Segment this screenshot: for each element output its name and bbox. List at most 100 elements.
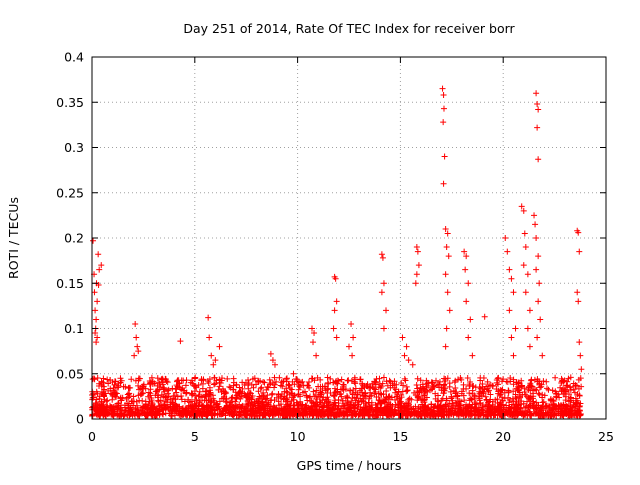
band-point — [445, 412, 452, 419]
band-point — [545, 386, 552, 393]
band-point — [448, 395, 455, 402]
band-point — [484, 411, 491, 418]
data-point — [210, 361, 217, 368]
data-point — [311, 330, 318, 337]
band-point — [140, 384, 147, 391]
band-point — [573, 382, 580, 389]
band-point — [542, 402, 549, 409]
band-point — [467, 378, 474, 385]
band-point — [372, 406, 379, 413]
band-point — [282, 412, 289, 419]
band-point — [314, 396, 321, 403]
band-point — [237, 404, 244, 411]
data-point — [401, 352, 408, 359]
band-point — [154, 375, 161, 382]
data-point — [574, 289, 581, 296]
band-point — [241, 411, 248, 418]
band-point — [249, 376, 256, 383]
band-point — [164, 396, 171, 403]
band-point — [239, 379, 246, 386]
band-point — [482, 393, 489, 400]
band-point — [392, 396, 399, 403]
band-point — [130, 402, 137, 409]
band-point — [541, 392, 548, 399]
band-point — [570, 411, 577, 418]
band-point — [161, 388, 168, 395]
data-point — [216, 343, 223, 350]
band-point — [211, 381, 218, 388]
data-point — [440, 180, 447, 187]
data-point — [445, 253, 452, 260]
band-point — [375, 384, 382, 391]
band-point — [396, 404, 403, 411]
band-point — [346, 405, 353, 412]
data-point — [522, 244, 529, 251]
band-point — [379, 407, 386, 414]
band-point — [263, 386, 270, 393]
band-point — [241, 409, 248, 416]
band-point — [300, 389, 307, 396]
band-point — [331, 392, 338, 399]
band-point — [543, 378, 550, 385]
band-point — [256, 393, 263, 400]
y-tick-label: 0.4 — [64, 50, 84, 65]
band-point — [123, 395, 130, 402]
band-point — [399, 405, 406, 412]
band-point — [414, 375, 421, 382]
band-point — [549, 406, 556, 413]
data-point — [469, 352, 476, 359]
band-point — [152, 410, 159, 417]
band-point — [100, 408, 107, 415]
band-point — [100, 393, 107, 400]
band-point — [209, 412, 216, 419]
band-point — [159, 410, 166, 417]
band-point — [340, 403, 347, 410]
data-point — [131, 352, 138, 359]
band-point — [510, 388, 517, 395]
data-point — [177, 338, 184, 345]
band-point — [535, 378, 542, 385]
band-point — [477, 374, 484, 381]
band-point — [181, 398, 188, 405]
band-point — [499, 411, 506, 418]
band-point — [257, 385, 264, 392]
band-point — [469, 401, 476, 408]
band-point — [310, 404, 317, 411]
band-point — [527, 396, 534, 403]
band-point — [89, 394, 96, 401]
data-point — [522, 289, 529, 296]
band-point — [393, 381, 400, 388]
band-point — [145, 389, 152, 396]
band-point — [248, 412, 255, 419]
band-point — [293, 376, 300, 383]
band-point — [171, 403, 178, 410]
band-point — [226, 410, 233, 417]
band-point — [136, 375, 143, 382]
band-point — [299, 378, 306, 385]
band-point — [470, 405, 477, 412]
band-point — [415, 395, 422, 402]
data-point — [208, 352, 215, 359]
band-point — [493, 379, 500, 386]
band-point — [263, 395, 270, 402]
band-point — [165, 386, 172, 393]
band-point — [279, 383, 286, 390]
band-point — [154, 382, 161, 389]
band-point — [434, 381, 441, 388]
band-point — [402, 377, 409, 384]
band-point — [184, 405, 191, 412]
band-point — [392, 389, 399, 396]
band-point — [179, 406, 186, 413]
data-point — [518, 203, 525, 210]
band-point — [507, 374, 514, 381]
band-point — [196, 392, 203, 399]
band-point — [392, 408, 399, 415]
band-point — [243, 394, 250, 401]
data-point — [576, 248, 583, 255]
band-point — [103, 398, 110, 405]
data-point — [520, 262, 527, 269]
band-point — [432, 390, 439, 397]
band-point — [145, 393, 152, 400]
data-point — [508, 275, 515, 282]
